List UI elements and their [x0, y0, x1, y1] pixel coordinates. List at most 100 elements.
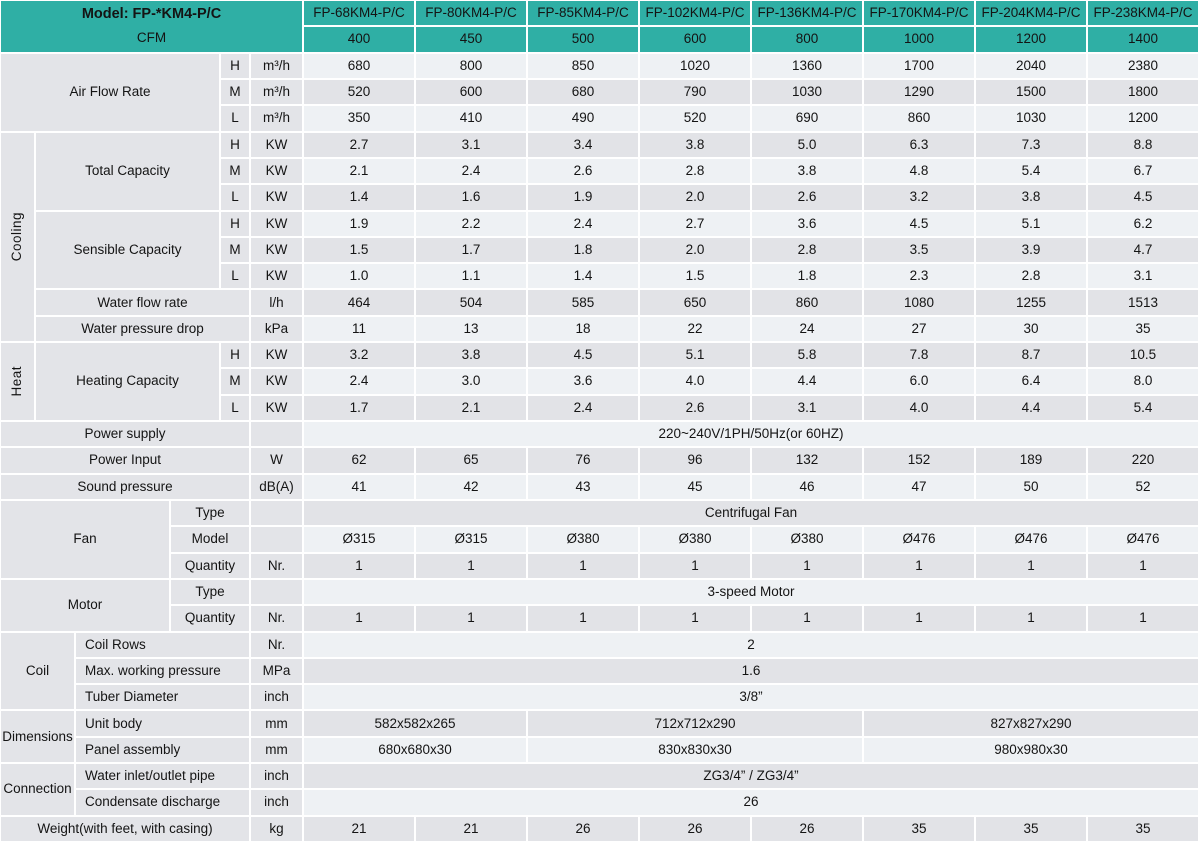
cell-airflow-m-4: 1030: [752, 79, 862, 105]
cell-heating-h-4: 5.8: [752, 343, 862, 368]
speed-label-l-cooling-sensible-l: L: [221, 264, 249, 289]
model-title: Model: FP-*KM4-P/C: [81, 6, 222, 23]
row-label-heating-capacity: Heating Capacity: [36, 343, 219, 420]
cell-fan-type-span0: Centrifugal Fan: [304, 500, 1198, 526]
cell-motor-quantity-2: 1: [528, 606, 638, 631]
cell-fan-model-2: Ø380: [528, 527, 638, 552]
cell-heating-l-3: 2.6: [640, 395, 750, 420]
cell-cooling-total-l-6: 3.8: [976, 185, 1086, 210]
cell-heating-h-0: 3.2: [304, 343, 414, 368]
unit-label-cooling-total-h: KW: [251, 132, 302, 157]
cfm-value-0: 400: [304, 27, 414, 52]
cell-weight-3: 26: [640, 816, 750, 841]
speed-label-m-airflow-m: M: [221, 79, 249, 105]
cell-cooling-total-h-6: 7.3: [976, 132, 1086, 157]
cell-airflow-h-0: 680: [304, 53, 414, 78]
model-header-3: FP-102KM4-P/C: [640, 1, 750, 26]
model-header-5: FP-170KM4-P/C: [864, 1, 974, 26]
cell-sound-pressure-2: 43: [528, 474, 638, 499]
cell-cooling-total-h-3: 3.8: [640, 132, 750, 157]
group-label-dimensions: Dimensions: [1, 711, 74, 763]
cell-airflow-m-0: 520: [304, 79, 414, 105]
unit-label-fan-model: [251, 527, 302, 552]
cell-heating-l-6: 4.4: [976, 395, 1086, 420]
cell-cooling-sensible-h-3: 2.7: [640, 211, 750, 236]
cell-heating-h-6: 8.7: [976, 343, 1086, 368]
cell-water-flow-rate-0: 464: [304, 290, 414, 315]
row-label-condensate-discharge: Condensate discharge: [76, 790, 249, 815]
cell-coil-tuber-diameter-span0: 3/8”: [304, 685, 1198, 710]
speed-label-m-heating-m: M: [221, 369, 249, 394]
speed-label-h-heating-h: H: [221, 343, 249, 368]
row-label-max-working-pressure: Max. working pressure: [76, 658, 249, 684]
model-header-6: FP-204KM4-P/C: [976, 1, 1086, 26]
cell-heating-l-5: 4.0: [864, 395, 974, 420]
unit-label-cooling-sensible-m: KW: [251, 237, 302, 263]
cell-connection-water-inlet-outlet-pipe-span0: ZG3/4” / ZG3/4”: [304, 764, 1198, 789]
cell-weight-0: 21: [304, 816, 414, 841]
unit-label-dimensions-unit-body: mm: [251, 711, 302, 736]
unit-label-heating-m: KW: [251, 369, 302, 394]
cell-heating-m-4: 4.4: [752, 369, 862, 394]
group-label-fan: Fan: [1, 500, 169, 578]
cell-fan-model-7: Ø476: [1088, 527, 1198, 552]
cfm-value-6: 1200: [976, 27, 1086, 52]
row-label-total-capacity: Total Capacity: [36, 132, 219, 210]
cell-power-input-7: 220: [1088, 448, 1198, 473]
cell-airflow-l-6: 1030: [976, 106, 1086, 131]
cell-cooling-sensible-h-1: 2.2: [416, 211, 526, 236]
cell-cooling-sensible-l-6: 2.8: [976, 264, 1086, 289]
cell-fan-model-1: Ø315: [416, 527, 526, 552]
cell-heating-m-3: 4.0: [640, 369, 750, 394]
cell-cooling-total-m-5: 4.8: [864, 158, 974, 184]
cell-coil-max-working-pressure-span0: 1.6: [304, 658, 1198, 684]
cell-power-input-0: 62: [304, 448, 414, 473]
cell-cooling-sensible-m-3: 2.0: [640, 237, 750, 263]
cell-airflow-l-3: 520: [640, 106, 750, 131]
cfm-value-3: 600: [640, 27, 750, 52]
cell-airflow-h-6: 2040: [976, 53, 1086, 78]
cell-sound-pressure-6: 50: [976, 474, 1086, 499]
cell-cooling-sensible-l-7: 3.1: [1088, 264, 1198, 289]
cell-sound-pressure-7: 52: [1088, 474, 1198, 499]
speed-label-h-cooling-total-h: H: [221, 132, 249, 157]
cell-cooling-sensible-l-3: 1.5: [640, 264, 750, 289]
cell-fan-quantity-0: 1: [304, 553, 414, 578]
cell-water-flow-rate-5: 1080: [864, 290, 974, 315]
cell-airflow-l-2: 490: [528, 106, 638, 131]
unit-label-weight: kg: [251, 816, 302, 841]
speed-label-m-cooling-sensible-m: M: [221, 237, 249, 263]
cell-heating-m-5: 6.0: [864, 369, 974, 394]
row-label-type: Type: [171, 579, 249, 605]
cell-cooling-total-l-5: 3.2: [864, 185, 974, 210]
cell-sound-pressure-0: 41: [304, 474, 414, 499]
speed-label-h-airflow-h: H: [221, 53, 249, 78]
cell-cooling-total-l-4: 2.6: [752, 185, 862, 210]
cell-fan-model-5: Ø476: [864, 527, 974, 552]
row-label-weight-with-feet-with-casing: Weight(with feet, with casing): [1, 816, 249, 841]
cell-fan-quantity-2: 1: [528, 553, 638, 578]
unit-label-airflow-m: m³/h: [251, 79, 302, 105]
cell-cooling-sensible-h-7: 6.2: [1088, 211, 1198, 236]
unit-label-coil-max-working-pressure: MPa: [251, 658, 302, 684]
cell-cooling-sensible-h-4: 3.6: [752, 211, 862, 236]
row-label-sound-pressure: Sound pressure: [1, 474, 249, 499]
cell-water-flow-rate-6: 1255: [976, 290, 1086, 315]
unit-label-power-input: W: [251, 448, 302, 473]
cell-airflow-m-7: 1800: [1088, 79, 1198, 105]
cell-airflow-l-1: 410: [416, 106, 526, 131]
unit-label-coil-rows: Nr.: [251, 632, 302, 657]
group-label-motor: Motor: [1, 579, 169, 631]
unit-label-fan-quantity: Nr.: [251, 553, 302, 578]
cell-cooling-sensible-l-4: 1.8: [752, 264, 862, 289]
model-header-4: FP-136KM4-P/C: [752, 1, 862, 26]
cell-cooling-sensible-m-0: 1.5: [304, 237, 414, 263]
cell-fan-model-4: Ø380: [752, 527, 862, 552]
cell-weight-4: 26: [752, 816, 862, 841]
row-label-water-flow-rate: Water flow rate: [36, 290, 249, 315]
cfm-value-2: 500: [528, 27, 638, 52]
cell-cooling-total-l-0: 1.4: [304, 185, 414, 210]
cell-cooling-total-m-4: 3.8: [752, 158, 862, 184]
cell-airflow-h-7: 2380: [1088, 53, 1198, 78]
